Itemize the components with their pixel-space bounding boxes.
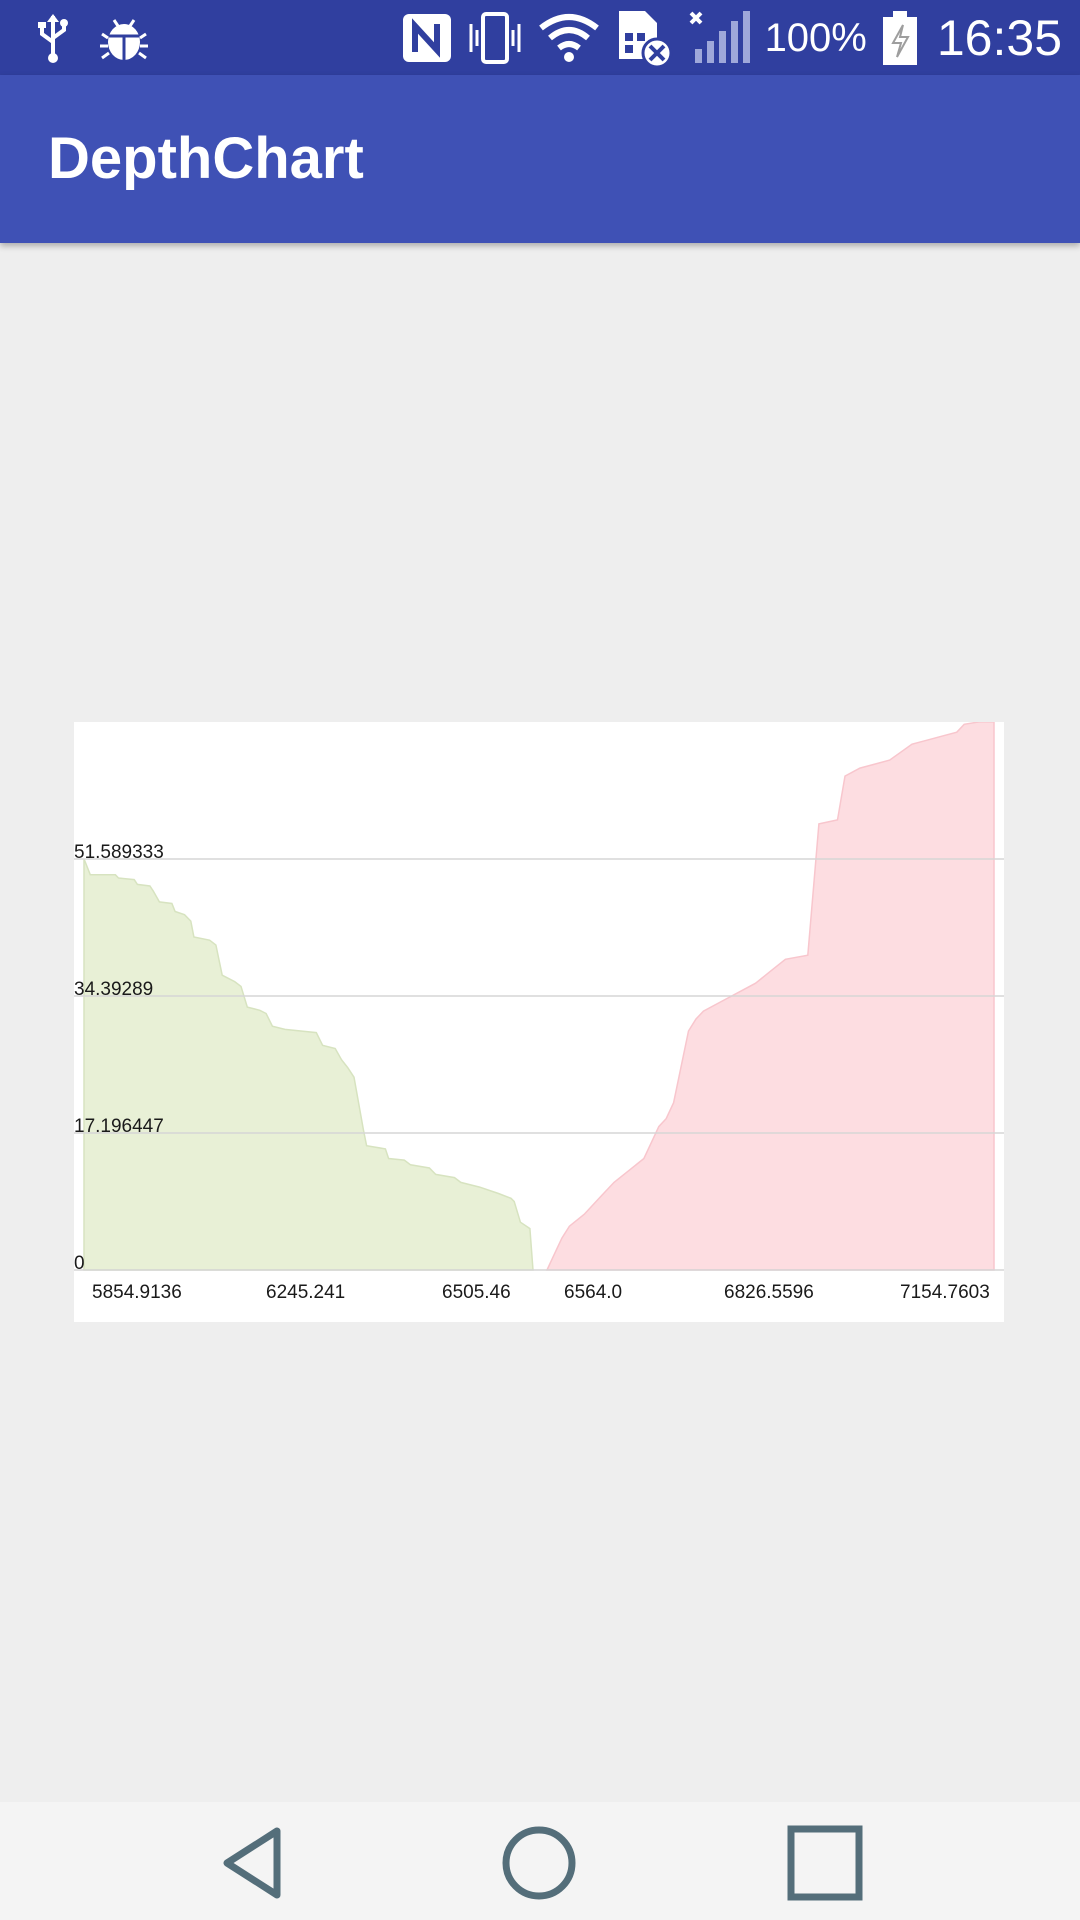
x-tick-label: 7154.7603 (900, 1282, 990, 1303)
recents-icon (787, 1825, 863, 1901)
debug-icon (100, 12, 148, 64)
x-tick-label: 6245.241 (266, 1282, 345, 1303)
x-tick-label: 6826.5596 (724, 1282, 814, 1303)
back-icon (223, 1827, 281, 1899)
navigation-bar (0, 1802, 1080, 1920)
y-tick-label: 17.196447 (74, 1116, 164, 1137)
recents-button[interactable] (780, 1818, 870, 1908)
x-tick-label: 6505.46 (442, 1282, 511, 1303)
nfc-icon (401, 12, 453, 64)
wifi-icon (537, 12, 601, 64)
depth-chart[interactable]: 0 17.196447 34.39289 51.589333 5854.9136 6245… (74, 722, 1004, 1322)
back-button[interactable] (210, 1818, 300, 1908)
depth-chart-svg: 0 17.196447 34.39289 51.589333 5854.9136 6245… (74, 722, 1004, 1303)
usb-icon (36, 12, 70, 64)
battery-percent: 100% (764, 15, 867, 60)
vibrate-icon (467, 10, 523, 66)
app-bar: DepthChart (0, 75, 1080, 243)
sim-error-icon (615, 7, 673, 69)
bids-area (83, 858, 534, 1271)
home-button[interactable] (494, 1818, 584, 1908)
x-tick-label: 6564.0 (564, 1282, 622, 1303)
clock: 16:35 (936, 10, 1062, 66)
x-tick-label: 5854.9136 (92, 1282, 182, 1303)
status-bar: 100% 16:35 (0, 0, 1080, 75)
y-tick-label: 34.39289 (74, 979, 153, 1000)
battery-charging-icon (881, 9, 919, 67)
app-title: DepthChart (48, 126, 364, 191)
y-tick-label: 51.589333 (74, 842, 164, 863)
home-icon (502, 1826, 576, 1900)
signal-icon (687, 9, 751, 67)
y-tick-label: 0 (74, 1253, 85, 1274)
